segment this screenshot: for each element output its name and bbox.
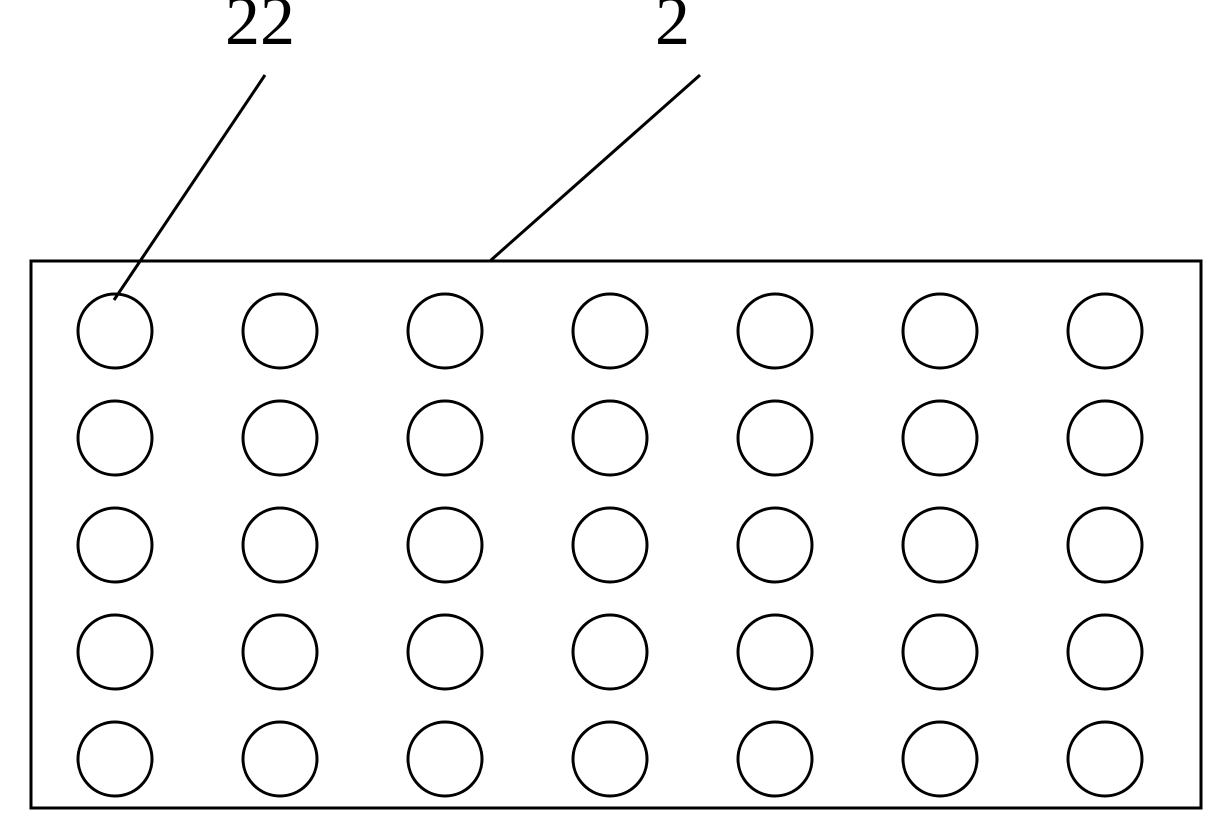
hole <box>243 508 317 582</box>
hole <box>1068 722 1142 796</box>
hole <box>903 508 977 582</box>
hole <box>573 508 647 582</box>
hole <box>573 401 647 475</box>
hole <box>573 615 647 689</box>
hole <box>738 615 812 689</box>
hole <box>408 615 482 689</box>
hole <box>738 722 812 796</box>
hole <box>903 294 977 368</box>
hole <box>243 401 317 475</box>
hole <box>1068 294 1142 368</box>
hole <box>78 508 152 582</box>
hole <box>573 294 647 368</box>
hole <box>903 722 977 796</box>
hole <box>903 615 977 689</box>
diagram-stage: 22 2 <box>0 0 1232 828</box>
hole <box>243 615 317 689</box>
hole <box>78 615 152 689</box>
hole <box>408 294 482 368</box>
hole <box>78 401 152 475</box>
leader-line-22 <box>114 75 265 300</box>
diagram-svg <box>0 0 1232 828</box>
hole <box>408 508 482 582</box>
hole <box>78 722 152 796</box>
hole <box>738 508 812 582</box>
hole <box>1068 508 1142 582</box>
plate-outline <box>31 261 1201 808</box>
hole <box>408 722 482 796</box>
hole <box>243 722 317 796</box>
hole <box>738 294 812 368</box>
hole <box>1068 401 1142 475</box>
hole <box>408 401 482 475</box>
hole <box>78 294 152 368</box>
hole <box>738 401 812 475</box>
hole <box>573 722 647 796</box>
label-22: 22 <box>225 0 295 62</box>
hole <box>1068 615 1142 689</box>
label-2: 2 <box>655 0 690 62</box>
hole <box>243 294 317 368</box>
leader-line-2 <box>490 75 700 261</box>
hole <box>903 401 977 475</box>
